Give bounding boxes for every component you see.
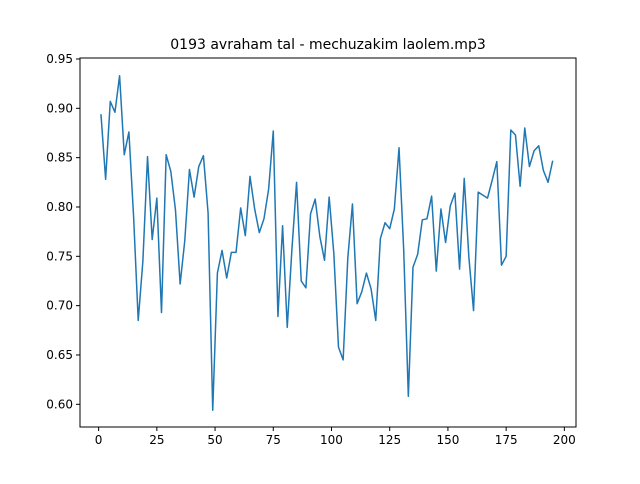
y-tick-label: 0.75 (46, 249, 73, 263)
plot-area (100, 75, 554, 411)
y-tick-label: 0.60 (46, 397, 73, 411)
x-tick-label: 175 (495, 433, 518, 447)
y-axis: 0.60 0.65 0.70 0.75 0.80 0.85 0.90 0.95 (46, 52, 80, 411)
series-line (100, 75, 554, 411)
chart-title: 0193 avraham tal - mechuzakim laolem.mp3 (170, 37, 486, 53)
x-tick-label: 125 (378, 433, 401, 447)
x-tick-label: 100 (320, 433, 343, 447)
x-tick-label: 50 (207, 433, 222, 447)
y-tick-label: 0.70 (46, 299, 73, 313)
y-tick-label: 0.80 (46, 200, 73, 214)
y-tick-label: 0.95 (46, 52, 73, 66)
x-tick-label: 0 (95, 433, 103, 447)
x-tick-label: 25 (149, 433, 164, 447)
y-tick-label: 0.90 (46, 101, 73, 115)
x-tick-label: 150 (436, 433, 459, 447)
x-axis: 0 25 50 75 100 125 150 175 200 (95, 427, 576, 447)
y-tick-label: 0.65 (46, 348, 73, 362)
x-tick-label: 200 (553, 433, 576, 447)
axes-frame (79, 57, 577, 428)
x-tick-label: 75 (266, 433, 281, 447)
y-tick-label: 0.85 (46, 151, 73, 165)
